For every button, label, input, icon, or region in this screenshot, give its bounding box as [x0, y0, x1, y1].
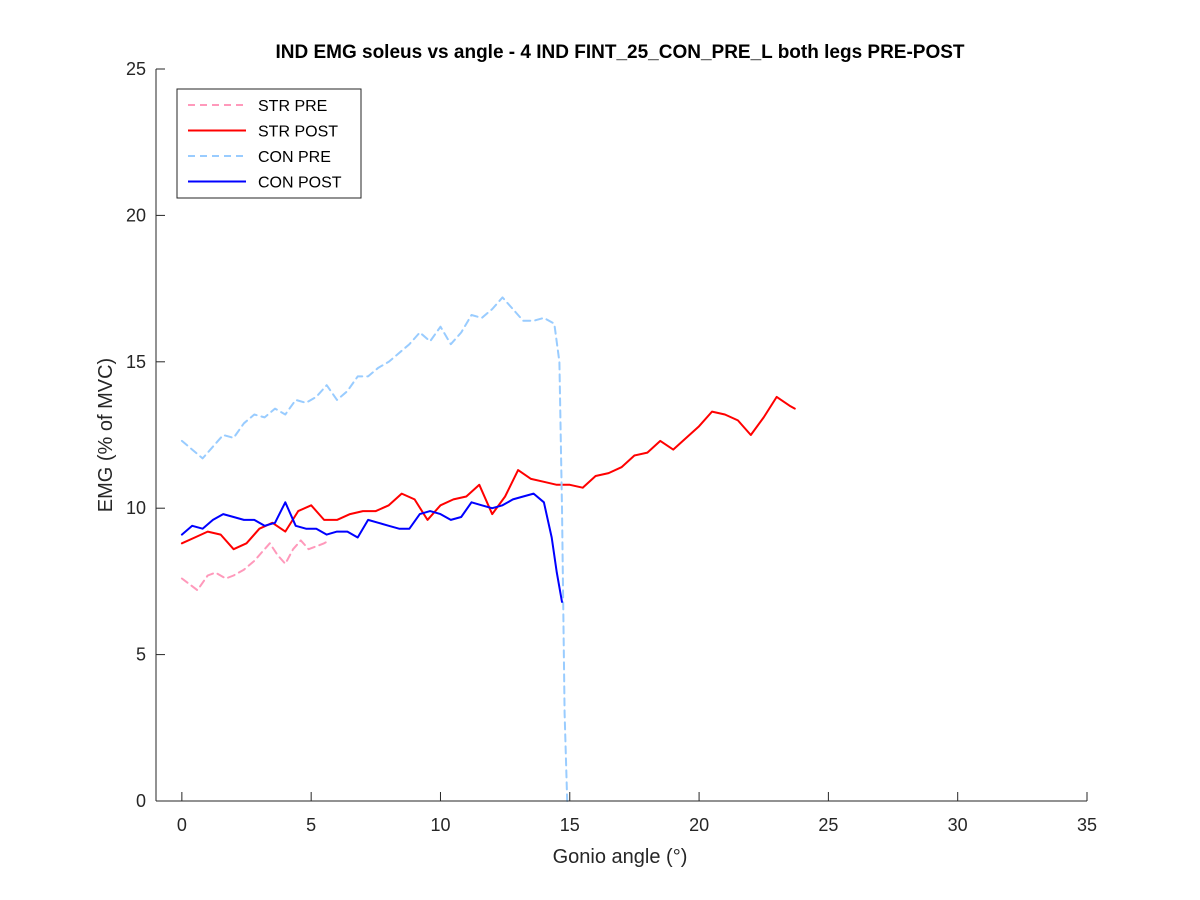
- legend-label: CON PRE: [258, 149, 331, 166]
- legend-label: STR PRE: [258, 98, 327, 115]
- x-axis-ticks: 0 5 10 15 20 25 30 35: [177, 792, 1097, 835]
- y-tick-label: 5: [136, 645, 146, 665]
- legend-label: STR POST: [258, 124, 338, 141]
- x-tick-label: 15: [560, 815, 580, 835]
- legend-box: [176, 88, 362, 199]
- x-tick-label: 20: [689, 815, 709, 835]
- y-tick-label: 15: [126, 352, 146, 372]
- y-axis-ticks: 0 5 10 15 20 25: [126, 59, 165, 811]
- x-axis-label: Gonio angle (°): [553, 846, 688, 868]
- x-tick-label: 35: [1077, 815, 1097, 835]
- y-tick-label: 10: [126, 498, 146, 518]
- series-line-con-post: [180, 492, 563, 603]
- series-line-str-pre: [180, 539, 331, 592]
- legend: STR PRE STR POST CON PRE CON POST: [176, 88, 362, 199]
- legend-label: CON POST: [258, 175, 342, 192]
- x-tick-label: 0: [177, 815, 187, 835]
- x-tick-label: 30: [948, 815, 968, 835]
- x-tick-label: 10: [430, 815, 450, 835]
- series-line-con-pre: [180, 296, 569, 802]
- chart-title: IND EMG soleus vs angle - 4 IND FINT_25_…: [275, 42, 964, 63]
- y-tick-label: 0: [136, 791, 146, 811]
- x-tick-label: 25: [818, 815, 838, 835]
- y-tick-label: 20: [126, 205, 146, 225]
- series-layer: [180, 296, 796, 802]
- y-axis-label: EMG (% of MVC): [95, 358, 117, 512]
- y-tick-label: 25: [126, 59, 146, 79]
- x-tick-label: 5: [306, 815, 316, 835]
- series-line-str-post: [180, 395, 796, 551]
